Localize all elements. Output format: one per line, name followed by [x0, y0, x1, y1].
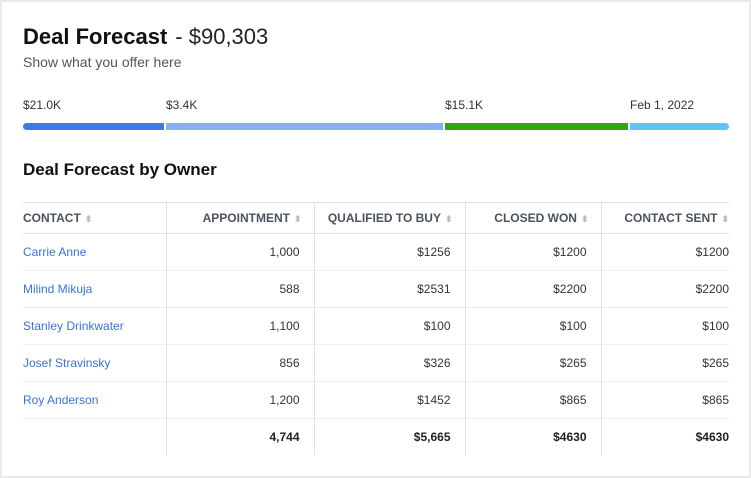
segment-label: $15.1K: [445, 98, 484, 112]
column-header[interactable]: CONTACT ⬍: [23, 202, 166, 234]
column-header-label: APPOINTMENT: [202, 211, 290, 225]
table-cell: 1,000: [165, 233, 314, 271]
table-cell: $1200: [464, 233, 601, 271]
table-cell: $865: [464, 381, 601, 419]
sort-arrows-icon[interactable]: ⬍: [721, 214, 729, 224]
table-cell: $265: [464, 344, 601, 382]
subtitle: Show what you offer here: [23, 54, 182, 70]
table-row: Milind Mikuja 588 $2531 $2200 $2200: [23, 270, 729, 308]
table-cell: $2200: [600, 270, 729, 308]
table-row: Stanley Drinkwater 1,100 $100 $100 $100: [23, 307, 729, 345]
table-cell: $100: [600, 307, 729, 345]
progress-segment: [445, 123, 628, 130]
contact-link[interactable]: Milind Mikuja: [23, 282, 93, 296]
segment-label: $3.4K: [166, 98, 198, 112]
column-header[interactable]: CLOSED WON ⬍: [464, 202, 601, 234]
table-cell: $1200: [600, 233, 729, 271]
column-header[interactable]: CONTACT SENT ⬍: [600, 202, 729, 234]
column-header-label: CLOSED WON: [494, 211, 577, 225]
table-cell: Milind Mikuja: [23, 270, 166, 308]
table-cell: 856: [165, 344, 314, 382]
contact-link[interactable]: Carrie Anne: [23, 245, 87, 259]
table-cell: 1,200: [165, 381, 314, 419]
column-header[interactable]: QUALIFIED TO BUY ⬍: [313, 202, 465, 234]
table-cell: Roy Anderson: [23, 381, 166, 419]
contact-link[interactable]: Stanley Drinkwater: [23, 319, 124, 333]
segment-label: $21.0K: [23, 98, 62, 112]
table-cell: $1256: [313, 233, 465, 271]
segment-label: Feb 1, 2022: [630, 98, 695, 112]
sort-arrows-icon[interactable]: ⬍: [293, 214, 302, 224]
table-cell: Stanley Drinkwater: [23, 307, 166, 345]
table-cell: Josef Stravinsky: [23, 344, 166, 382]
contact-link[interactable]: Roy Anderson: [23, 393, 99, 407]
table-cell: $2531: [313, 270, 465, 308]
title-text: Deal Forecast: [23, 24, 168, 49]
totals-row: 4,744 $5,665 $4630 $4630: [23, 418, 729, 456]
table-cell: $265: [600, 344, 729, 382]
total-cell: 4,744: [165, 418, 314, 455]
table-cell: $100: [313, 307, 465, 345]
total-amount: - $90,303: [175, 24, 269, 49]
progress-segment: [166, 123, 443, 130]
sort-arrows-icon[interactable]: ⬍: [580, 214, 589, 224]
column-header-label: CONTACT: [23, 211, 81, 225]
table-row: Josef Stravinsky 856 $326 $265 $265: [23, 344, 729, 382]
total-cell: $5,665: [313, 418, 465, 455]
table-cell: $865: [600, 381, 729, 419]
forecast-table: CONTACT ⬍ APPOINTMENT ⬍ QUALIFIED TO BUY ⬍ CLO…: [23, 202, 729, 455]
sort-arrows-icon[interactable]: ⬍: [444, 214, 453, 224]
page-title: Deal Forecast - $90,303: [23, 24, 268, 50]
table-cell: $100: [464, 307, 601, 345]
section-title: Deal Forecast by Owner: [23, 160, 217, 179]
progress-segment: [23, 123, 164, 130]
table-row: Roy Anderson 1,200 $1452 $865 $865: [23, 381, 729, 419]
table-cell: $326: [313, 344, 465, 382]
contact-link[interactable]: Josef Stravinsky: [23, 356, 111, 370]
table-cell: 588: [165, 270, 314, 308]
column-header-label: CONTACT SENT: [624, 211, 718, 225]
total-cell: [23, 419, 166, 456]
progress-segment: [630, 123, 729, 130]
table-cell: $1452: [313, 381, 465, 419]
table-cell: 1,100: [165, 307, 314, 345]
total-cell: $4630: [600, 418, 729, 455]
sort-arrows-icon[interactable]: ⬍: [84, 214, 93, 224]
column-header[interactable]: APPOINTMENT ⬍: [165, 202, 314, 234]
table-cell: Carrie Anne: [23, 233, 166, 271]
total-cell: $4630: [464, 418, 601, 455]
column-header-label: QUALIFIED TO BUY: [327, 211, 441, 225]
table-cell: $2200: [464, 270, 601, 308]
table-row: Carrie Anne 1,000 $1256 $1200 $1200: [23, 233, 729, 271]
